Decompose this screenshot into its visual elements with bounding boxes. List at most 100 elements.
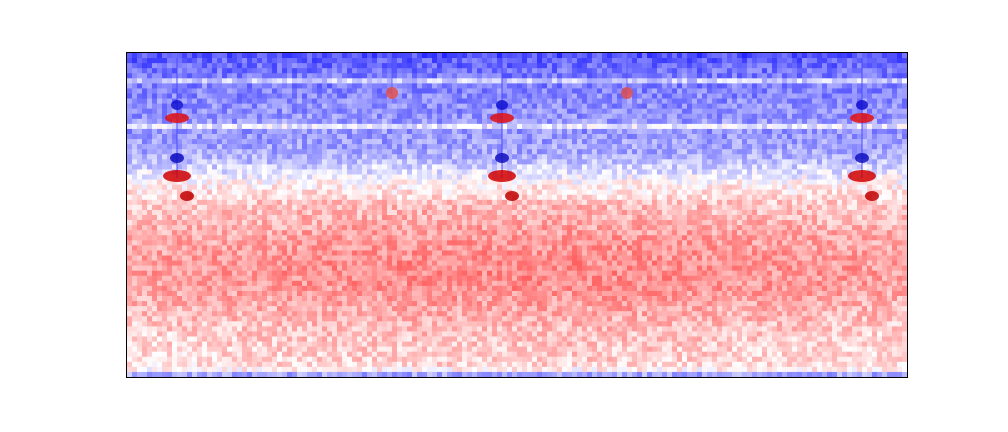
heatmap-cell [802,73,808,79]
heatmap-cell [592,199,598,206]
heatmap-cell [747,169,753,175]
heatmap-cell [552,103,558,110]
heatmap-cell [617,68,623,74]
heatmap-cell [737,169,743,175]
heatmap-cell [352,83,358,89]
heatmap-cell [302,149,308,155]
heatmap-cell [487,103,493,110]
heatmap-cell [812,108,818,115]
heatmap-cell [642,83,648,89]
heatmap-cell [527,209,533,216]
heatmap-cell [347,83,353,89]
heatmap-cell [247,194,253,201]
heatmap-cell [437,103,443,110]
heatmap-cell [737,103,743,110]
heatmap-cell [847,73,853,79]
heatmap-cell [742,134,748,140]
heatmap-cell [142,179,148,186]
heatmap-cell [627,144,633,150]
heatmap-cell [347,134,353,140]
heatmap-cell [192,103,198,110]
heatmap-cell [377,63,383,69]
heatmap-cell [692,154,698,160]
heatmap-cell [637,58,643,64]
heatmap-cell [817,53,823,59]
heatmap-cell [682,63,688,69]
heatmap-cell [482,189,488,196]
heatmap-cell [377,204,383,211]
heatmap-cell [857,209,863,216]
heatmap-cell [717,108,723,115]
heatmap-cell [247,83,253,89]
heatmap-cell [182,78,188,84]
heatmap-cell [757,179,763,186]
heatmap-cell [827,139,833,145]
heatmap-cell [322,68,328,74]
heatmap-cell [677,73,683,79]
heatmap-cell [462,118,468,125]
heatmap-cell [157,154,163,160]
heatmap-cell [897,184,903,191]
heatmap-cell [607,134,613,140]
heatmap-cell [132,58,138,64]
heatmap-cell [572,164,578,170]
heatmap-cell [827,134,833,140]
heatmap-cell [732,63,738,69]
heatmap-cell [712,53,718,59]
heatmap-cell [397,58,403,64]
heatmap-cell [722,113,728,120]
heatmap-cell [562,118,568,125]
heatmap-cell [697,103,703,110]
heatmap-cell [277,63,283,69]
heatmap-cell [762,98,768,105]
heatmap-cell [442,68,448,74]
heatmap-cell [162,73,168,79]
heatmap-cell [772,164,778,170]
heatmap-cell [442,128,448,135]
heatmap-cell [252,189,258,196]
heatmap-cell [267,88,273,94]
heatmap-cell [637,134,643,140]
heatmap-cell [697,98,703,105]
heatmap-cell [582,123,588,130]
heatmap-cell [647,78,653,84]
heatmap-cell [182,159,188,165]
heatmap-cell [842,169,848,175]
heatmap-cell [527,93,533,99]
heatmap-cell [552,98,558,105]
heatmap-cell [317,164,323,170]
heatmap-cell [362,78,368,84]
heatmap-cell [497,139,503,145]
heatmap-cell [467,113,473,120]
heatmap-cell [842,128,848,135]
heatmap-cell [557,128,563,135]
heatmap-cell [627,154,633,160]
heatmap-cell [192,169,198,175]
heatmap-cell [697,174,703,180]
heatmap-cell [622,139,628,145]
heatmap-cell [792,149,798,155]
heatmap-cell [667,118,673,125]
heatmap-cell [697,83,703,89]
heatmap-cell [357,93,363,99]
heatmap-cell [327,134,333,140]
heatmap-cell [902,194,908,201]
heatmap-cell [707,53,713,59]
heatmap-cell [757,68,763,74]
heatmap-cell [887,103,893,110]
heatmap-cell [812,113,818,120]
heatmap-cell [612,204,618,211]
heatmap-cell [827,73,833,79]
heatmap-cell [317,93,323,99]
heatmap-cell [467,108,473,115]
heatmap-cell [217,113,223,120]
heatmap-cell [357,123,363,130]
heatmap-cell [157,189,163,196]
heatmap-cell [482,53,488,59]
heatmap-cell [712,199,718,206]
heatmap-cell [337,199,343,206]
heatmap-cell [702,154,708,160]
heatmap-cell [717,88,723,94]
heatmap-cell [772,113,778,120]
heatmap-cell [787,108,793,115]
